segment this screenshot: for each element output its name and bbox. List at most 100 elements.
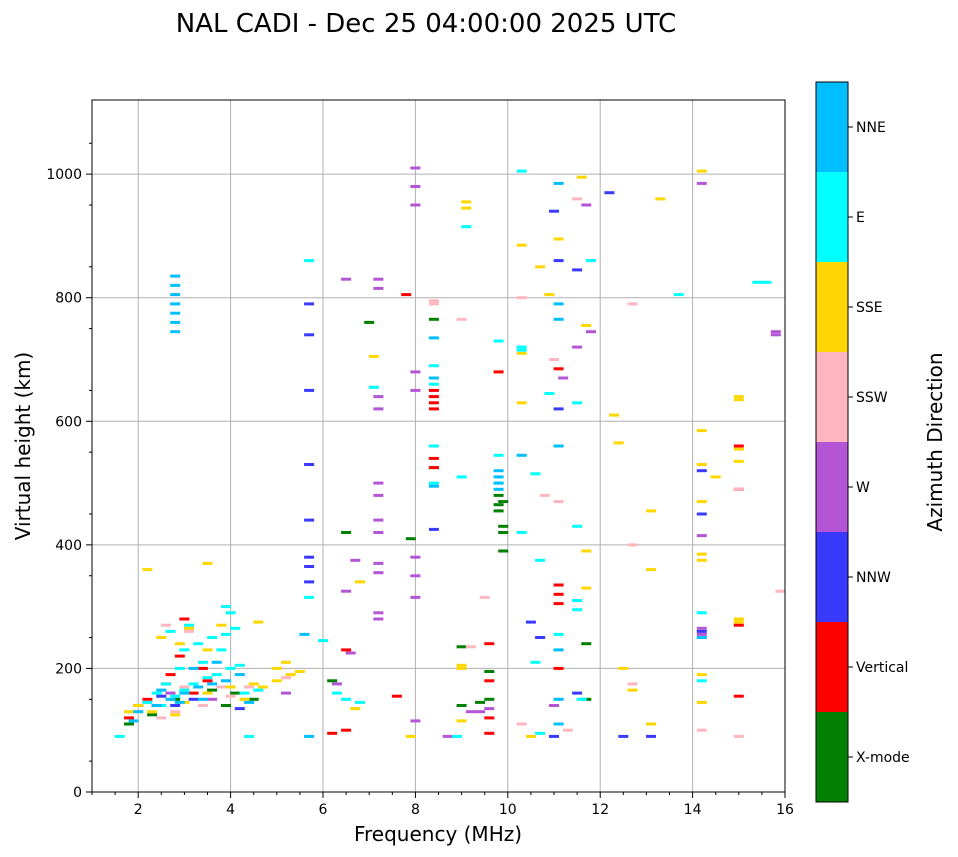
echo-point xyxy=(327,679,338,683)
echo-point xyxy=(188,666,199,670)
echo-point xyxy=(461,206,472,210)
echo-point xyxy=(248,682,259,686)
echo-point xyxy=(493,370,504,374)
echo-point xyxy=(516,348,527,352)
echo-point xyxy=(197,704,208,707)
echo-point xyxy=(733,447,744,451)
echo-point xyxy=(581,203,592,207)
echo-point xyxy=(239,691,250,695)
echo-point xyxy=(170,283,181,287)
y-tick-label: 400 xyxy=(55,538,82,554)
echo-point xyxy=(609,413,620,417)
echo-point xyxy=(216,685,227,689)
echo-point xyxy=(253,688,264,692)
echo-point xyxy=(484,697,495,701)
y-tick-label: 0 xyxy=(73,785,82,801)
echo-point xyxy=(114,734,125,738)
echo-point xyxy=(373,277,384,281)
echo-point xyxy=(475,710,486,714)
chart-title: NAL CADI - Dec 25 04:00:00 2025 UTC xyxy=(176,9,676,39)
echo-point xyxy=(211,673,222,677)
echo-point xyxy=(230,626,241,630)
echo-point xyxy=(410,719,421,723)
echo-point xyxy=(696,500,707,504)
echo-point xyxy=(156,716,167,720)
echo-point xyxy=(202,648,213,652)
echo-point xyxy=(733,395,744,399)
echo-point xyxy=(646,568,656,572)
echo-point xyxy=(170,320,181,324)
echo-point xyxy=(572,268,583,272)
echo-point xyxy=(733,623,744,627)
echo-point xyxy=(461,225,472,229)
echo-point xyxy=(405,537,416,541)
echo-point xyxy=(345,651,356,655)
echo-point xyxy=(442,734,453,738)
echo-point xyxy=(655,197,666,201)
echo-point xyxy=(673,293,684,297)
echo-point xyxy=(516,453,527,457)
echo-point xyxy=(572,691,583,695)
echo-point xyxy=(193,642,204,646)
echo-point xyxy=(225,694,236,698)
echo-point xyxy=(696,169,707,173)
echo-point xyxy=(498,524,509,528)
echo-point xyxy=(170,330,181,334)
echo-point xyxy=(710,475,721,479)
echo-point xyxy=(498,500,509,504)
echo-point xyxy=(373,395,384,399)
echo-point xyxy=(452,734,462,738)
echo-point xyxy=(553,444,564,448)
x-tick-label: 10 xyxy=(499,802,517,818)
echo-point xyxy=(456,317,467,321)
echo-point xyxy=(456,719,467,723)
echo-point xyxy=(410,203,421,207)
echo-point xyxy=(364,320,375,324)
echo-point xyxy=(484,716,495,720)
echo-point xyxy=(553,317,564,321)
echo-point xyxy=(553,697,564,701)
echo-point xyxy=(428,466,439,470)
echo-point xyxy=(221,704,231,707)
echo-point xyxy=(410,166,421,170)
echo-point xyxy=(475,700,486,704)
echo-point xyxy=(304,259,315,263)
echo-point xyxy=(733,444,744,448)
echo-point xyxy=(304,333,315,337)
echo-point xyxy=(493,487,504,491)
echo-point xyxy=(304,580,315,584)
series-vertical xyxy=(124,293,744,735)
echo-point xyxy=(696,463,707,466)
echo-point xyxy=(410,185,421,188)
echo-point xyxy=(184,623,194,627)
echo-point xyxy=(341,728,352,732)
colorbar-label: Vertical xyxy=(856,660,908,676)
x-tick-label: 4 xyxy=(226,802,235,818)
echo-point xyxy=(373,286,384,290)
echo-point xyxy=(572,599,583,602)
echo-point xyxy=(170,710,181,714)
colorbar-segment xyxy=(816,172,848,262)
y-tick-label: 200 xyxy=(55,661,82,677)
echo-point xyxy=(174,666,185,670)
echo-point xyxy=(456,666,467,670)
echo-point xyxy=(428,376,439,380)
echo-point xyxy=(281,660,291,664)
echo-point xyxy=(696,679,707,683)
echo-point xyxy=(179,691,190,695)
echo-point xyxy=(285,673,296,677)
echo-point xyxy=(299,632,310,636)
echo-point xyxy=(304,555,315,559)
echo-point xyxy=(197,666,208,670)
echo-point xyxy=(733,734,744,738)
series-sse xyxy=(124,169,744,738)
echo-point xyxy=(530,472,541,476)
echo-point xyxy=(160,682,171,686)
echo-point xyxy=(770,333,781,337)
echo-point xyxy=(304,302,315,306)
echo-point xyxy=(553,259,564,263)
echo-point xyxy=(581,642,592,646)
echo-point xyxy=(696,429,707,433)
colorbar-segment xyxy=(816,712,848,802)
x-tick-label: 2 xyxy=(134,802,143,818)
